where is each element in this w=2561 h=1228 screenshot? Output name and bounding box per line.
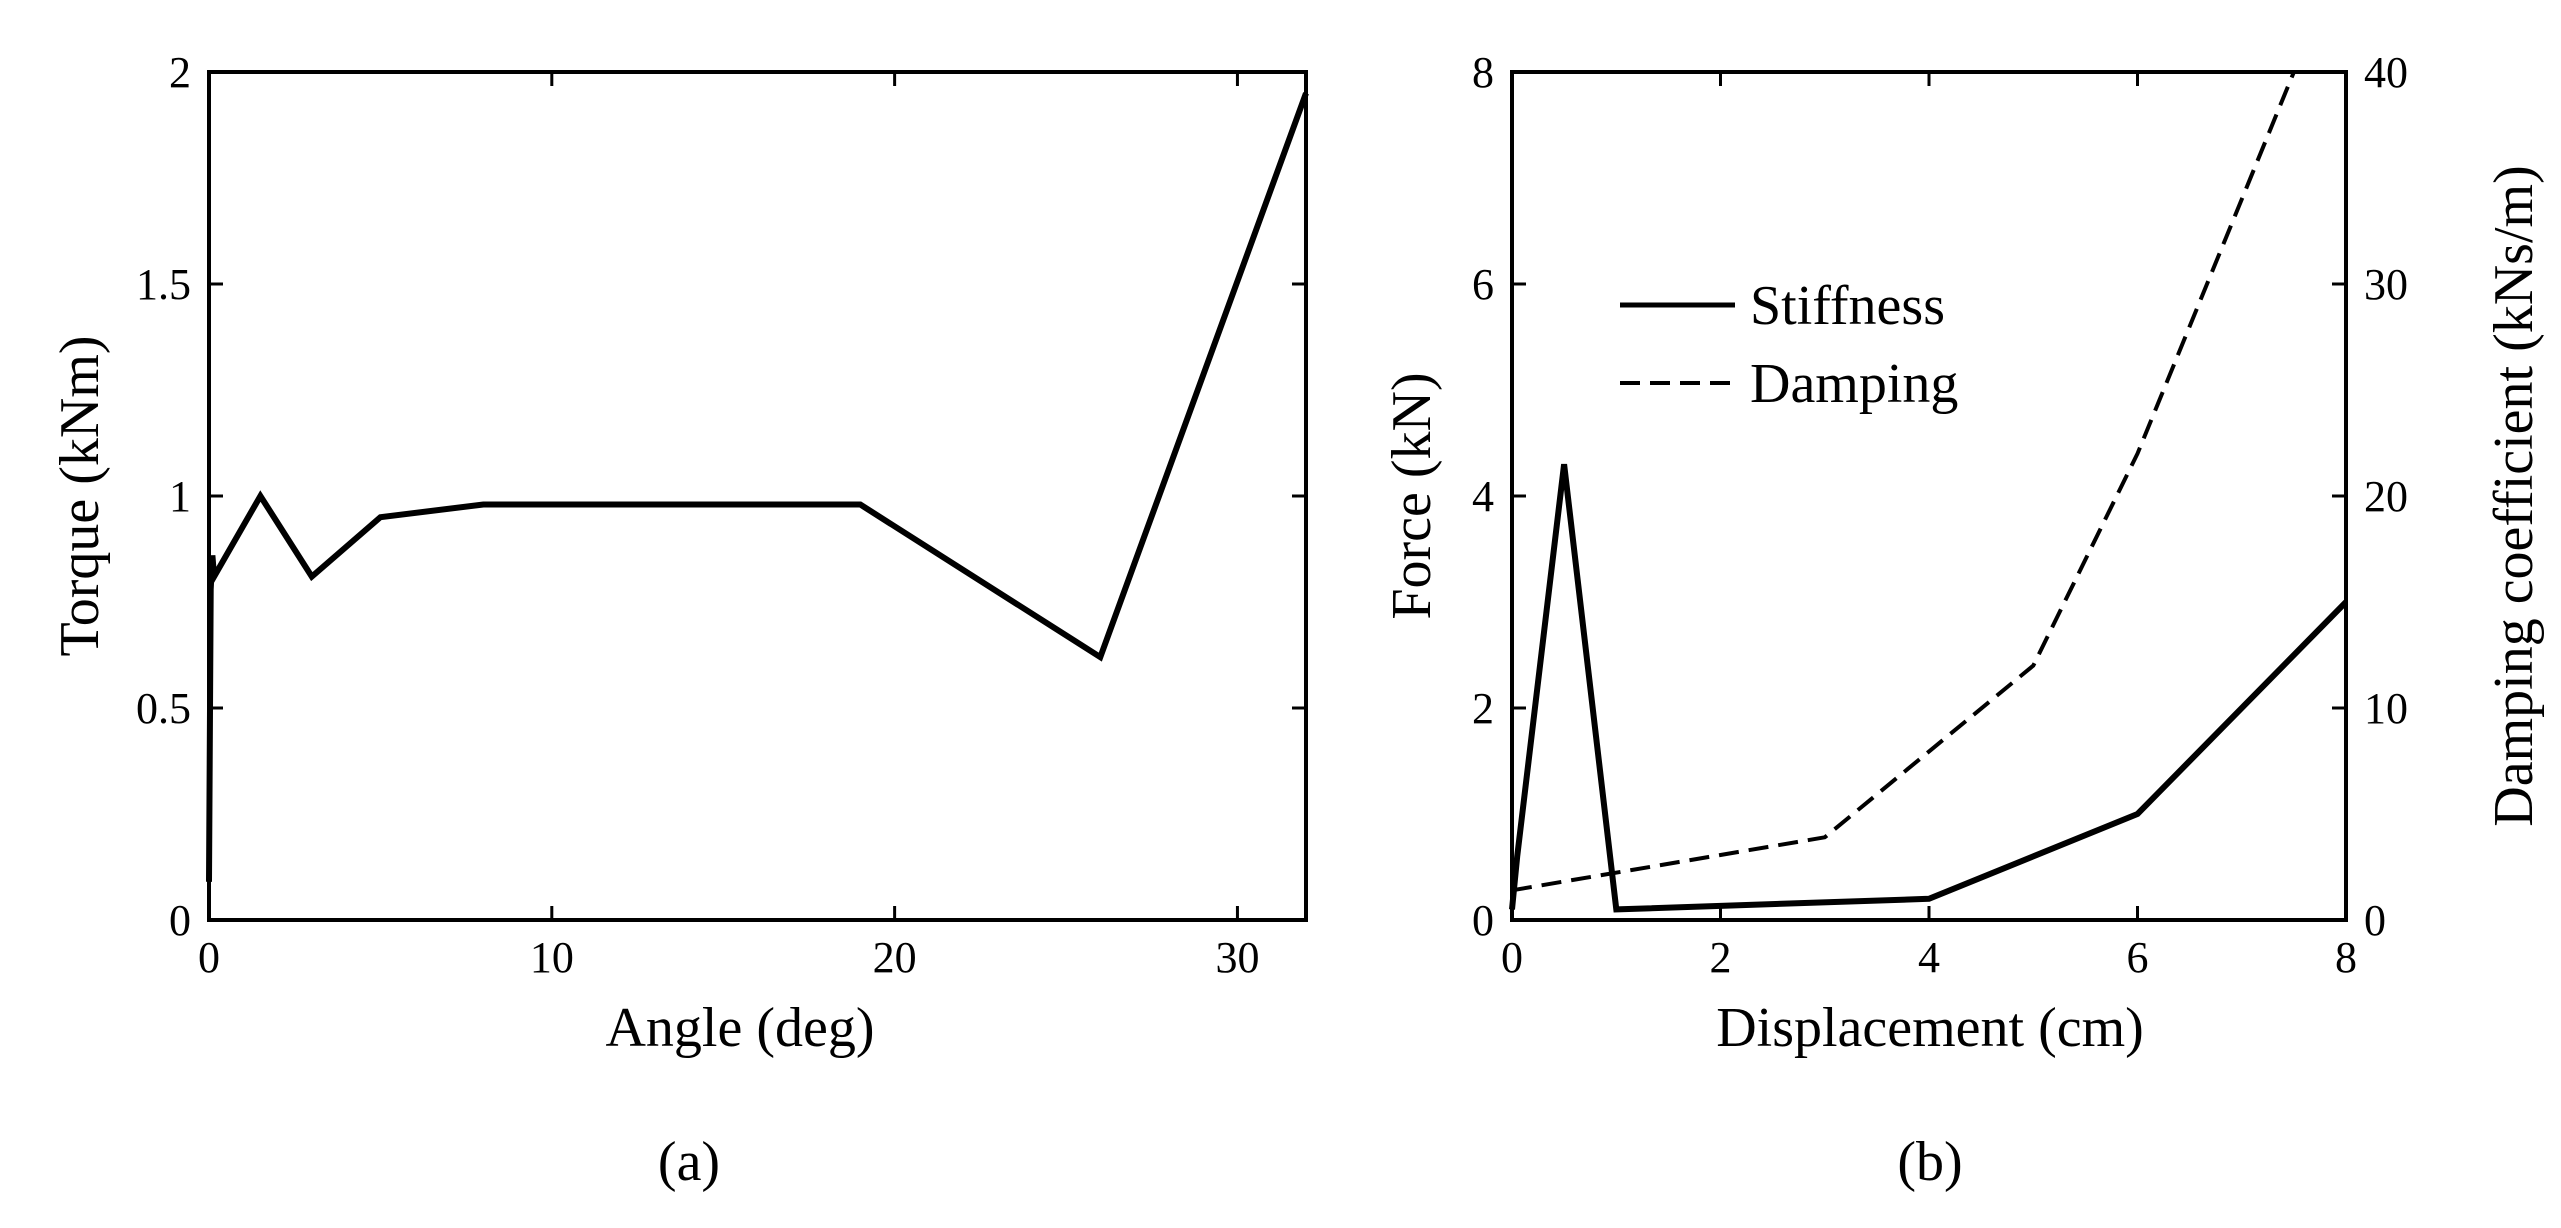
chart-a-xtick-label: 10: [530, 933, 574, 982]
chart-b-series-line-stiffness: [1509, 463, 2349, 913]
chart-b-plot-frame: [1510, 70, 2348, 922]
chart-b-ytick-label: 0: [1472, 896, 1494, 945]
chart-a-plot-frame: [207, 70, 1308, 922]
chart-b-caption: (b): [1897, 1131, 1962, 1193]
chart-b-xtick-label: 4: [1918, 933, 1940, 982]
chart-a-xtick-label: 0: [198, 933, 220, 982]
chart-b-y2tick-label: 30: [2364, 260, 2408, 309]
chart-b-legend: Stiffness Damping: [1620, 275, 1958, 415]
chart-a-series: [206, 92, 1309, 882]
chart-b-x-ticks: 0 2 4 6 8: [1501, 72, 2357, 982]
chart-b-xtick-label: 2: [1710, 933, 1732, 982]
chart-b-ytick-label: 6: [1472, 260, 1494, 309]
legend-damping-label: Damping: [1750, 353, 1958, 415]
chart-a: 0 10 20 30 0 0.5 1 1.5 2 Angle (deg) Torque (kN…: [49, 48, 1309, 1193]
chart-b-xlabel: Displacement (cm): [1716, 997, 2144, 1059]
chart-b-y2-ticks: 0 10 20 30 40: [2332, 48, 2408, 945]
chart-b: 0 2 4 6 8 0 2 4 6 8 0 10 20 30 40 Stiffness Damping …: [1381, 48, 2545, 1193]
chart-b-xtick-label: 8: [2335, 933, 2357, 982]
chart-b-ytick-label: 4: [1472, 472, 1494, 521]
chart-a-caption: (a): [658, 1131, 720, 1193]
chart-a-ytick-label: 0: [169, 896, 191, 945]
chart-a-ytick-label: 0.5: [136, 684, 191, 733]
chart-b-ytick-label: 2: [1472, 684, 1494, 733]
chart-a-ylabel: Torque (kNm): [49, 335, 111, 656]
chart-b-series: [1509, 71, 2349, 913]
chart-a-ytick-label: 1.5: [136, 260, 191, 309]
chart-b-y2tick-label: 40: [2364, 48, 2408, 97]
chart-b-y2tick-label: 0: [2364, 896, 2386, 945]
chart-a-ytick-label: 2: [169, 48, 191, 97]
chart-a-ytick-label: 1: [169, 472, 191, 521]
chart-b-y2tick-label: 10: [2364, 684, 2408, 733]
chart-a-series-line-torque: [206, 92, 1309, 882]
chart-b-ytick-label: 8: [1472, 48, 1494, 97]
chart-a-x-ticks: 0 10 20 30: [198, 72, 1259, 982]
chart-b-ylabel: Force (kN): [1381, 372, 1443, 619]
legend-stiffness-label: Stiffness: [1750, 275, 1945, 337]
chart-a-xlabel: Angle (deg): [605, 997, 874, 1059]
chart-a-xtick-label: 20: [873, 933, 917, 982]
chart-b-y2label: Damping coefficient (kNs/m): [2483, 165, 2545, 826]
chart-b-y-ticks: 0 2 4 6 8: [1472, 48, 1526, 945]
chart-b-y2tick-label: 20: [2364, 472, 2408, 521]
chart-b-series-line-damping: [1511, 71, 2296, 893]
chart-b-xtick-label: 6: [2127, 933, 2149, 982]
chart-b-xtick-label: 0: [1501, 933, 1523, 982]
chart-a-y-ticks: 0 0.5 1 1.5 2: [136, 48, 1306, 945]
chart-a-xtick-label: 30: [1215, 933, 1259, 982]
